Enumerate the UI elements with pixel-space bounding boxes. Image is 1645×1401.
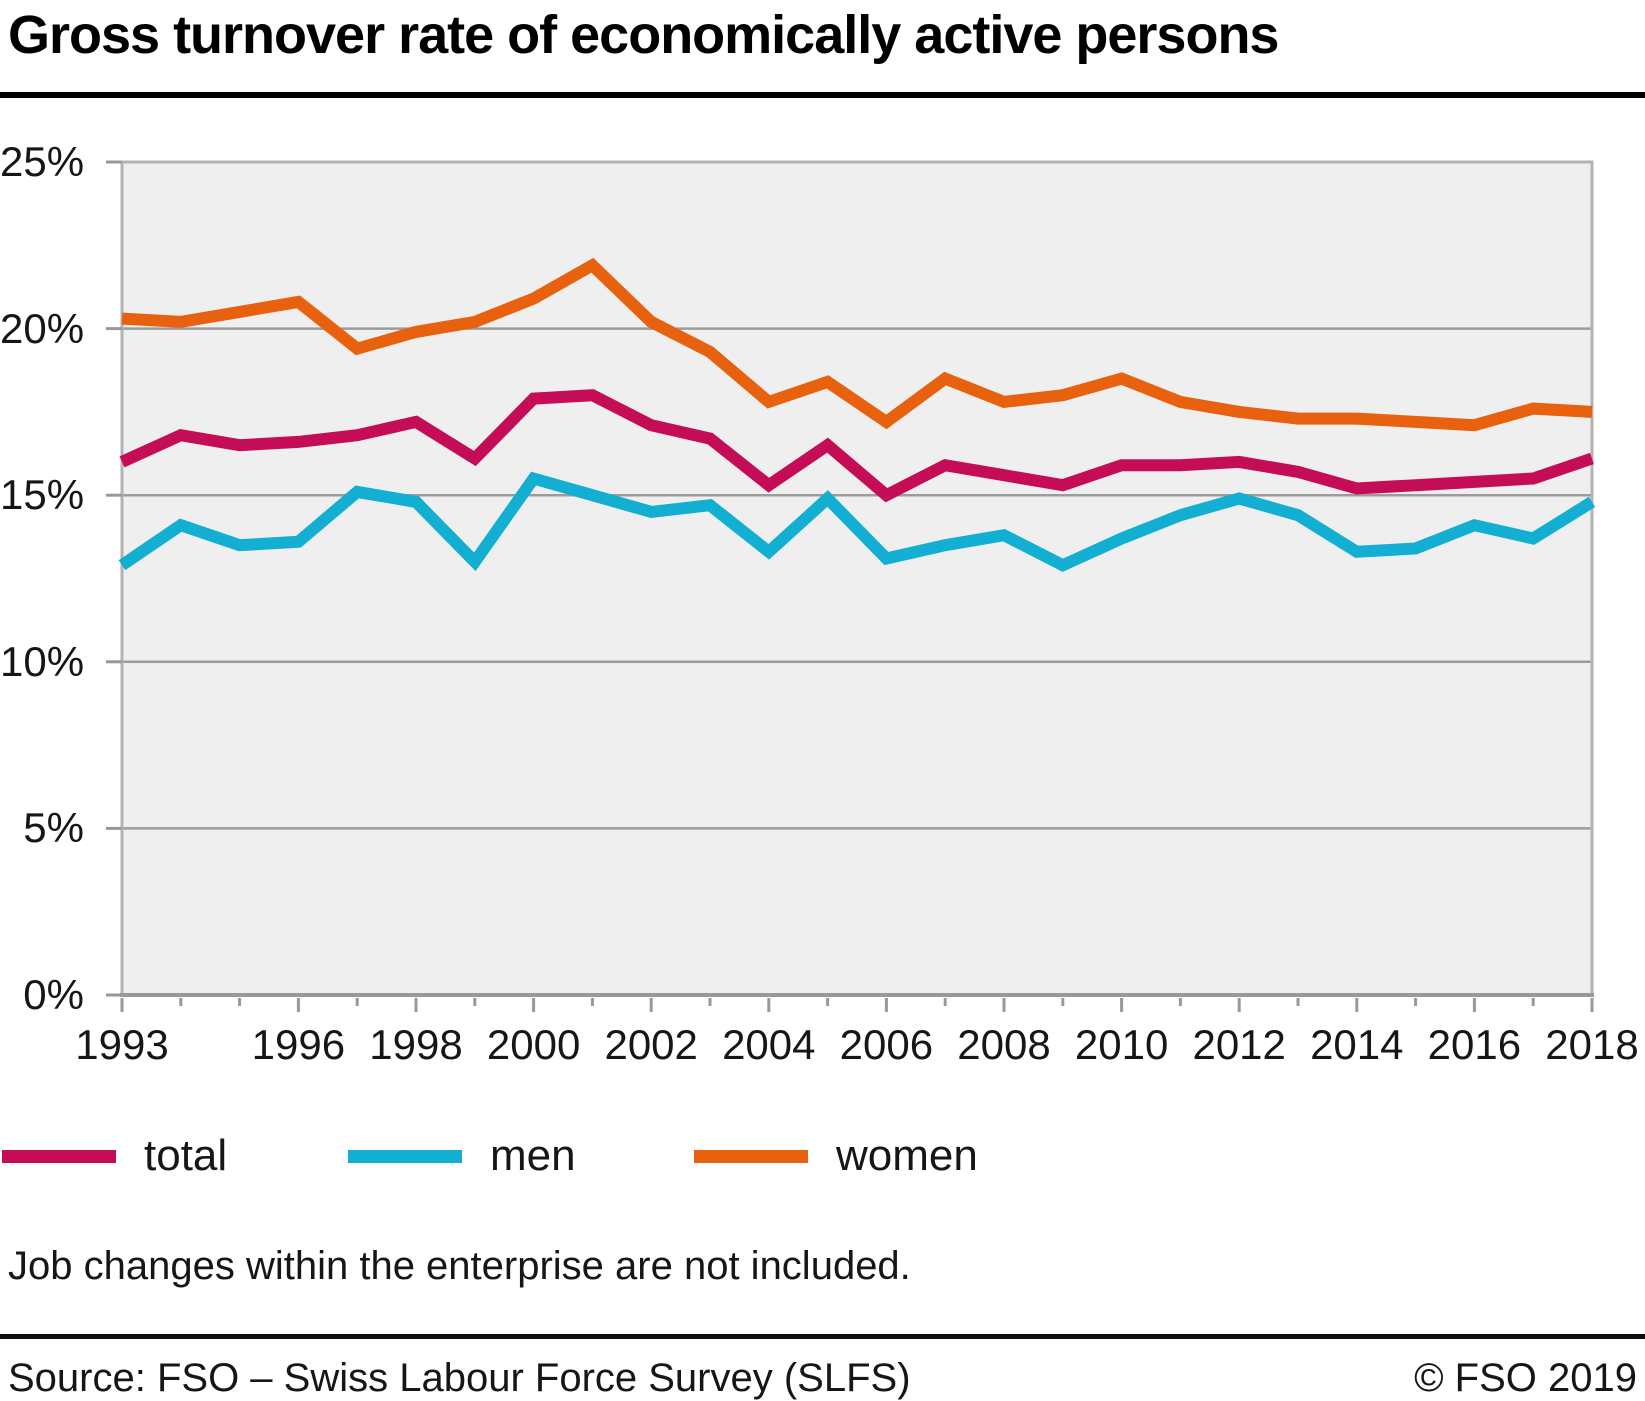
legend-item-women: women [694, 1126, 978, 1186]
x-axis-label: 2012 [1192, 1021, 1286, 1068]
x-axis-label: 1998 [369, 1021, 463, 1068]
y-axis-label: 20% [0, 304, 85, 352]
x-axis-label: 2002 [604, 1021, 698, 1068]
bottom-rule [0, 1334, 1645, 1339]
x-axis-label: 2014 [1310, 1021, 1404, 1068]
line-women [121, 257, 1593, 432]
x-axis-label: 2006 [839, 1021, 934, 1068]
legend-item-total: total [2, 1126, 227, 1186]
legend: total men women [2, 1126, 1202, 1186]
y-axis-label: 10% [0, 637, 85, 685]
x-axis-label: 2010 [1074, 1021, 1169, 1068]
x-axis-label: 1993 [75, 1021, 169, 1068]
legend-label-men: men [490, 1131, 576, 1180]
x-axis-label: 2000 [486, 1021, 581, 1068]
y-axis-label: 25% [0, 138, 85, 185]
page-title: Gross turnover rate of economically acti… [8, 5, 1279, 65]
x-axis-label: 2018 [1545, 1021, 1639, 1068]
x-axis-label: 1996 [251, 1021, 346, 1068]
x-axis-label: 2016 [1427, 1021, 1522, 1068]
source-row: Source: FSO – Swiss Labour Force Survey … [8, 1356, 1637, 1401]
source-text: Source: FSO – Swiss Labour Force Survey … [8, 1356, 911, 1400]
legend-label-women: women [836, 1131, 978, 1180]
legend-label-total: total [144, 1131, 228, 1180]
y-axis-label: 5% [23, 804, 84, 852]
title-rule [0, 92, 1645, 98]
total-line-swatch [2, 1149, 116, 1163]
y-axis-label: 15% [0, 471, 85, 519]
line-men [118, 471, 1596, 572]
x-axis-label: 2008 [957, 1021, 1051, 1068]
plot-background [122, 162, 1592, 995]
footnote: Job changes within the enterprise are no… [8, 1244, 911, 1288]
copyright-text: © FSO 2019 [1414, 1356, 1637, 1400]
line-total [119, 389, 1594, 503]
men-line-swatch [348, 1149, 462, 1163]
x-axis-label: 2004 [722, 1021, 816, 1068]
line-chart [106, 160, 1596, 1012]
women-line-swatch [694, 1149, 808, 1163]
y-axis-label: 0% [23, 971, 84, 1018]
legend-item-men: men [348, 1126, 576, 1186]
